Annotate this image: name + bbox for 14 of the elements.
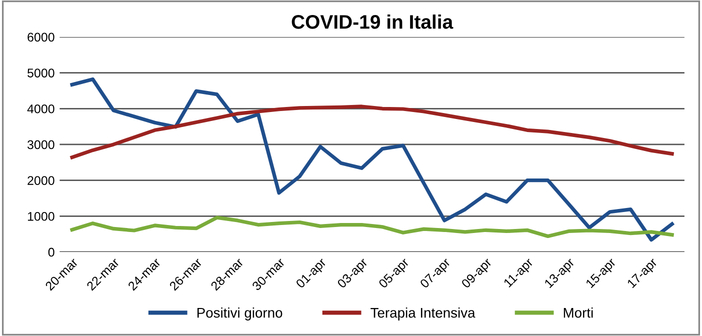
- y-tick-label: 0: [48, 248, 54, 257]
- legend-label: Positivi giorno: [197, 308, 282, 320]
- line-series: [70, 104, 674, 160]
- y-tick-label: 6000: [28, 32, 54, 42]
- line-series: [70, 216, 674, 238]
- y-tick-label: 3000: [27, 140, 54, 150]
- chart-title: COVID-19 in Italia: [292, 14, 454, 29]
- line-series: [70, 77, 674, 242]
- y-tick-label: 4000: [27, 104, 54, 114]
- y-tick-label: 2000: [28, 176, 54, 185]
- legend-label: Terapia Intensiva: [370, 308, 476, 320]
- legend-label: Morti: [564, 308, 593, 318]
- y-tick-label: 5000: [28, 68, 54, 78]
- y-tick-label: 1000: [28, 212, 54, 221]
